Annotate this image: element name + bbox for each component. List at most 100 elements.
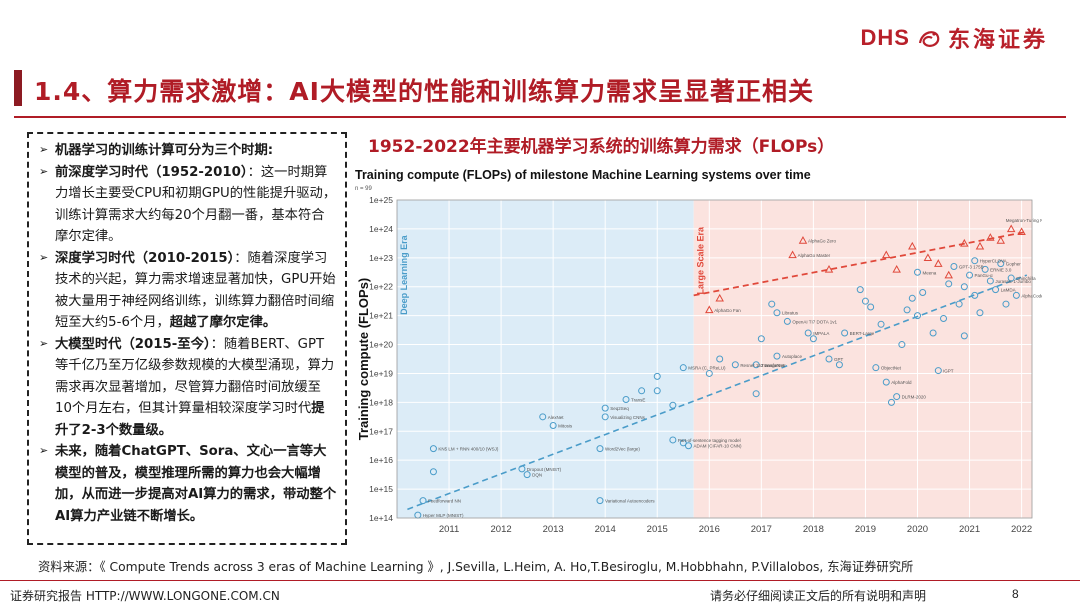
period-3-text: 大模型时代（2015-至今）：随着BERT、GPT等千亿乃至万亿级参数规模的大模… xyxy=(55,334,337,442)
point-label: KN5 LM + RNN 400/10 (WSJ) xyxy=(438,447,498,452)
data-point xyxy=(934,367,942,375)
period-3-body: ：随着BERT、GPT等千亿乃至万亿级参数规模的大模型涌现，算力需求再次显著增加… xyxy=(55,336,335,417)
data-point xyxy=(523,471,531,479)
period-2-head: 深度学习时代（2010-2015） xyxy=(55,250,235,266)
page-title: 1.4、算力需求激增：AI大模型的性能和训练算力需求呈显著正相关 xyxy=(34,77,814,106)
data-point xyxy=(429,468,437,476)
data-point xyxy=(872,364,880,372)
data-point xyxy=(955,300,963,308)
point-label: MSRA (C, PReLU) xyxy=(688,366,726,371)
y-tick-label: 1e+15 xyxy=(369,484,393,494)
dragon-logo-icon xyxy=(918,31,940,47)
data-point xyxy=(679,439,687,447)
y-tick-label: 1e+18 xyxy=(369,397,393,407)
data-point xyxy=(804,329,812,337)
point-label: AlphaGo Zero xyxy=(808,238,837,243)
point-label: Autoplace xyxy=(782,354,803,359)
large-scale-point xyxy=(705,305,714,314)
bullet-period-3: ➢ 大模型时代（2015-至今）：随着BERT、GPT等千亿乃至万亿级参数规模的… xyxy=(39,334,337,442)
chart-heading: 1952-2022年主要机器学习系统的训练算力需求（FLOPs） xyxy=(368,137,835,157)
large-scale-point xyxy=(1006,224,1016,233)
y-tick-label: 1e+24 xyxy=(369,224,393,234)
footer-disclaimer: 请务必仔细阅读正文后的所有说明和声明 xyxy=(710,589,927,603)
arrow-bullet-icon: ➢ xyxy=(39,445,49,457)
x-tick-label: 2012 xyxy=(491,524,512,535)
data-point xyxy=(919,289,927,297)
point-label: OpenAI TI7 DOTA 1v1 xyxy=(792,319,837,324)
era-label-deep: Deep Learning Era xyxy=(399,234,409,315)
data-point xyxy=(940,315,948,323)
future-text: 未来，随着ChatGPT、Sora、文心一言等大模型的普及，模型推理所需的算力也… xyxy=(55,444,337,524)
y-tick-label: 1e+16 xyxy=(369,455,393,465)
point-label: Transformer xyxy=(761,363,786,368)
data-point xyxy=(601,404,609,412)
point-label: PanGu-α xyxy=(975,273,994,278)
large-scale-point xyxy=(908,241,917,250)
x-tick-label: 2013 xyxy=(543,524,564,535)
point-label: Seq2Seq xyxy=(610,406,629,411)
point-label: Meena xyxy=(922,270,936,275)
data-point xyxy=(622,395,630,403)
large-scale-point xyxy=(798,236,808,244)
data-point xyxy=(971,257,979,265)
arrow-bullet-icon: ➢ xyxy=(39,337,49,350)
data-point xyxy=(653,372,661,380)
data-point xyxy=(1002,300,1010,308)
period-2-text: 深度学习时代（2010-2015）：随着深度学习技术的兴起，算力需求增速显著加快… xyxy=(55,248,337,334)
point-label: Gopher xyxy=(1006,262,1022,267)
point-label: Megatron-Turing NLG 530B xyxy=(1006,218,1042,223)
large-scale-point xyxy=(824,264,834,273)
large-scale-point xyxy=(944,270,953,279)
arrow-bullet-icon: ➢ xyxy=(39,251,49,264)
point-label: AlphaFold xyxy=(891,380,912,385)
period-2-body: ：随着深度学习技术的兴起，算力需求增速显著加快，GPU开始被大量用于神经网络训练… xyxy=(55,250,336,331)
data-point xyxy=(960,283,968,291)
arrow-bullet-icon: ➢ xyxy=(39,165,49,178)
point-label: DQN xyxy=(532,473,542,478)
era-label-large: Large Scale Era xyxy=(696,226,706,295)
data-point xyxy=(913,268,921,276)
data-point xyxy=(669,436,677,444)
data-point xyxy=(752,390,760,398)
large-scale-point xyxy=(715,293,724,302)
bullet-future: ➢ 未来，随着ChatGPT、Sora、文心一言等大模型的普及，模型推理所需的算… xyxy=(39,441,337,527)
data-point xyxy=(757,335,765,343)
point-label: Variational Autoencoders xyxy=(605,499,655,504)
summary-panel: ➢ 机器学习的训练计算可分为三个时期: ➢ 前深度学习时代（1952-2010）… xyxy=(27,132,347,545)
point-label: Libratus xyxy=(782,311,799,316)
data-point xyxy=(841,329,849,337)
data-point xyxy=(705,369,713,377)
large-scale-point xyxy=(960,238,969,247)
data-point xyxy=(887,398,895,406)
intro-text: 机器学习的训练计算可分为三个时期: xyxy=(55,143,274,158)
data-point xyxy=(752,361,760,369)
point-label: ADAM (CIFAR-10 CNN) xyxy=(693,444,742,449)
point-label: Hyper MLP (MNIST) xyxy=(423,513,464,518)
footer-website: 证券研究报告 HTTP://WWW.LONGONE.COM.CN xyxy=(10,589,280,603)
x-tick-label: 2011 xyxy=(439,524,459,535)
bullet-period-1: ➢ 前深度学习时代（1952-2010）：这一时期算力增长主要受CPU和初期GP… xyxy=(39,162,337,248)
x-tick-label: 2020 xyxy=(907,524,928,535)
period-3-head: 大模型时代（2015-至今） xyxy=(55,336,211,352)
x-tick-label: 2018 xyxy=(803,524,824,535)
point-label: Jurassic-1-Jumbo xyxy=(995,279,1031,284)
footer-divider xyxy=(0,580,1080,581)
x-tick-label: 2016 xyxy=(699,524,720,535)
x-tick-label: 2022 xyxy=(1011,524,1032,535)
y-axis-label: Training compute (FLOPs) xyxy=(356,278,371,441)
period-1-head: 前深度学习时代（1952-2010） xyxy=(55,164,248,180)
data-point xyxy=(429,445,437,453)
trend-line-large xyxy=(693,230,1027,297)
brand-name: 东海证券 xyxy=(947,28,1048,53)
source-note: 资料来源：《 Compute Trends across 3 eras of M… xyxy=(38,560,914,574)
period-2-tail: 超越了摩尔定律。 xyxy=(169,315,277,330)
title-accent-bar xyxy=(14,70,22,106)
data-point xyxy=(768,300,776,308)
point-label: Mitosis xyxy=(558,423,573,428)
x-tick-label: 2017 xyxy=(751,524,772,535)
point-label: ObjectNet xyxy=(881,366,902,371)
data-point xyxy=(856,286,864,294)
x-tick-label: 2015 xyxy=(647,524,668,535)
data-point xyxy=(893,393,901,401)
data-point xyxy=(960,332,968,340)
